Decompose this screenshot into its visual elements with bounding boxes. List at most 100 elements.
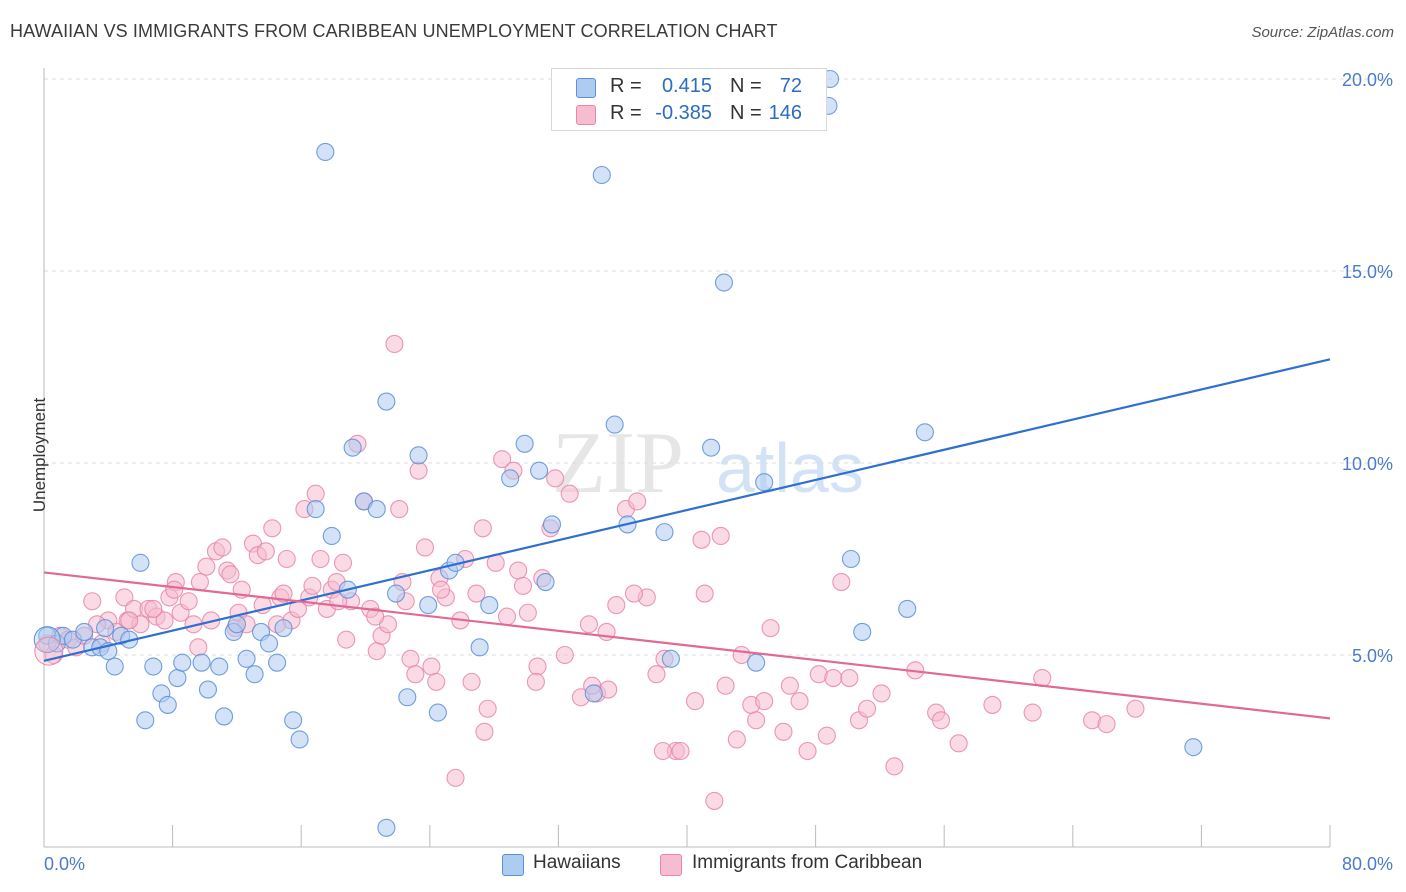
hawaiians-point bbox=[1184, 738, 1203, 757]
hawaiians-point bbox=[915, 423, 934, 442]
caribbean-point bbox=[607, 596, 626, 615]
caribbean-point bbox=[475, 722, 494, 741]
caribbean-point bbox=[197, 557, 216, 576]
caribbean-point bbox=[647, 665, 666, 684]
hawaiians-point bbox=[198, 680, 218, 699]
hawaiians-point bbox=[284, 711, 303, 730]
caribbean-point bbox=[624, 584, 644, 603]
hawaiians-point bbox=[316, 142, 335, 162]
hawaiians-point bbox=[605, 415, 624, 434]
hawaiians-point bbox=[105, 657, 124, 676]
caribbean-point bbox=[716, 676, 735, 695]
caribbean-point bbox=[653, 741, 672, 761]
caribbean-point bbox=[213, 538, 232, 557]
hawaiians-point bbox=[377, 392, 396, 411]
hawaiians-point bbox=[584, 684, 603, 703]
r-label: R = bbox=[610, 75, 642, 97]
caribbean-point bbox=[263, 519, 282, 538]
caribbean-point bbox=[390, 500, 409, 519]
caribbean-point bbox=[671, 741, 690, 761]
caribbean-point bbox=[189, 638, 208, 657]
caribbean-point bbox=[34, 636, 64, 666]
caribbean-point bbox=[366, 607, 385, 626]
hawaiians-point bbox=[592, 165, 611, 185]
hawaiians-point bbox=[306, 500, 325, 519]
caribbean-point bbox=[277, 549, 296, 569]
caribbean-point bbox=[497, 607, 517, 626]
hawaiians-point bbox=[192, 653, 211, 672]
n-label: N = bbox=[730, 75, 762, 97]
caribbean-point bbox=[755, 692, 774, 711]
hawaiians-point bbox=[367, 500, 386, 519]
caribbean-point bbox=[337, 630, 356, 649]
caribbean-point bbox=[528, 657, 547, 676]
caribbean-point bbox=[824, 668, 843, 688]
hawaiians-point bbox=[259, 634, 279, 653]
hawaiians-point bbox=[853, 622, 872, 642]
caribbean-point bbox=[931, 711, 951, 730]
hawaiians-point bbox=[755, 473, 774, 492]
caribbean-point bbox=[179, 592, 198, 611]
caribbean-point bbox=[840, 668, 859, 688]
legend-row-hawaiians: R = 0.415 N = 72 bbox=[552, 74, 826, 100]
hawaiians-point bbox=[214, 707, 234, 726]
stats-legend: R = 0.415 N = 72 R = -0.385 N = 146 bbox=[551, 68, 827, 131]
bottom-legend-label: Immigrants from Caribbean bbox=[692, 852, 923, 873]
hawaiians-point bbox=[322, 526, 341, 546]
caribbean-point bbox=[774, 722, 793, 741]
caribbean-swatch bbox=[576, 105, 596, 125]
caribbean-point bbox=[306, 484, 325, 503]
gridlines bbox=[44, 78, 1394, 656]
hawaiians-point bbox=[702, 438, 721, 457]
hawaiians-point bbox=[144, 657, 163, 676]
watermark-atlas: atlas bbox=[716, 429, 864, 507]
hawaiians-point bbox=[131, 553, 150, 572]
caribbean-point bbox=[1126, 699, 1145, 718]
r-label: R = bbox=[610, 102, 642, 124]
caribbean-point bbox=[518, 603, 537, 622]
chart-title: HAWAIIAN VS IMMIGRANTS FROM CARIBBEAN UN… bbox=[10, 21, 778, 41]
caribbean-trend-line bbox=[43, 571, 1331, 720]
caribbean-point bbox=[705, 791, 724, 810]
caribbean-point bbox=[555, 645, 574, 665]
caribbean-point bbox=[274, 584, 293, 603]
caribbean-point bbox=[406, 665, 425, 684]
caribbean-point bbox=[415, 538, 435, 557]
hawaiians-point bbox=[480, 596, 499, 615]
n-label: N = bbox=[730, 102, 762, 124]
hawaiians-point bbox=[714, 273, 734, 292]
caribbean-point bbox=[432, 580, 451, 599]
tick-labels: 5.0% 10.0% 15.0% 20.0% 0.0% 80.0% bbox=[44, 70, 1393, 874]
hawaiians-point bbox=[386, 584, 406, 603]
caribbean-point bbox=[560, 484, 579, 503]
caribbean-point bbox=[949, 734, 968, 753]
r-value: 0.415 bbox=[661, 75, 712, 97]
hawaiians-point bbox=[168, 668, 187, 688]
hawaiians-point bbox=[655, 523, 674, 542]
caribbean-point bbox=[165, 580, 184, 599]
caribbean-point bbox=[467, 584, 486, 603]
y-tick-label: 10.0% bbox=[1342, 454, 1393, 474]
caribbean-point bbox=[747, 711, 766, 730]
hawaiians-point bbox=[841, 549, 861, 569]
y-axis-title: Unemployment bbox=[30, 397, 49, 513]
hawaiians-point bbox=[515, 434, 534, 453]
trend-lines bbox=[43, 358, 1331, 720]
caribbean-point bbox=[685, 692, 705, 711]
caribbean-point bbox=[120, 611, 139, 630]
caribbean-point bbox=[546, 469, 565, 488]
hawaiians-point bbox=[290, 730, 309, 749]
n-value: 72 bbox=[779, 75, 802, 97]
hawaiians-point bbox=[237, 649, 256, 668]
caribbean-point bbox=[692, 530, 711, 549]
caribbean-point bbox=[513, 576, 533, 595]
hawaiians-point bbox=[428, 703, 447, 722]
y-tick-label: 15.0% bbox=[1342, 262, 1393, 282]
hawaiians-point bbox=[661, 649, 680, 668]
caribbean-point bbox=[115, 588, 134, 607]
hawaiians-point bbox=[136, 711, 155, 730]
caribbean-point bbox=[695, 584, 714, 603]
caribbean-swatch bbox=[660, 854, 682, 876]
caribbean-point bbox=[526, 672, 545, 691]
